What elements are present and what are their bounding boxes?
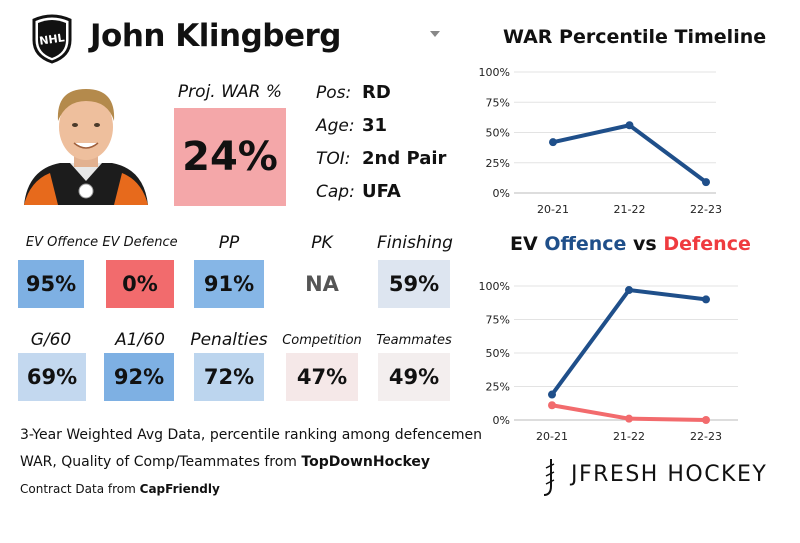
ev-chart-title-ev: EV xyxy=(510,233,538,255)
capfriendly-link: CapFriendly xyxy=(139,482,220,496)
ev-chart-y-tick-label: 75% xyxy=(486,314,510,327)
teammates-label: Teammates xyxy=(376,333,452,348)
position-value: RD xyxy=(362,82,391,103)
pp-label: PP xyxy=(218,233,240,253)
nhl-logo: NHL xyxy=(30,14,74,64)
war-chart-series-line-0 xyxy=(551,123,708,185)
war-chart-x-tick-label: 22-23 xyxy=(690,203,722,216)
age-value: 31 xyxy=(362,115,388,136)
chevron-down-icon[interactable] xyxy=(430,31,440,37)
war-chart-y-tick-label: 100% xyxy=(479,66,510,79)
proj-war-label: Proj. WAR % xyxy=(177,82,283,102)
war-chart-data-point xyxy=(549,138,557,147)
ev-chart-title-offence: Offence xyxy=(544,233,627,255)
footer-war-source: WAR, Quality of Comp/Teammates from TopD… xyxy=(20,454,430,470)
competition-label: Competition xyxy=(282,333,362,348)
ev-chart-series-line-0 xyxy=(550,288,708,397)
g60-label: G/60 xyxy=(30,330,72,350)
jfresh-hockey-brand: JFRESH HOCKEY xyxy=(571,462,768,487)
war-chart-title: WAR Percentile Timeline xyxy=(503,26,767,48)
ev-chart-y-tick-label: 0% xyxy=(493,414,510,427)
ev-chart-title-vs: vs xyxy=(633,233,657,255)
finishing-value: 59% xyxy=(378,260,450,308)
ev-offence-label: EV Offence xyxy=(25,235,99,250)
player-name: John Klingberg xyxy=(90,18,342,54)
ev-chart-data-point xyxy=(702,295,710,304)
ev-chart-title: EV Offence vs Defence xyxy=(510,233,751,255)
ev-chart-title-defence: Defence xyxy=(663,233,751,255)
proj-war-value: 24% xyxy=(174,108,286,206)
war-chart-y-tick-label: 0% xyxy=(493,187,510,200)
pk-label: PK xyxy=(311,233,333,253)
ev-chart-x-tick-label: 22-23 xyxy=(690,430,722,443)
ev-chart-data-point xyxy=(625,414,633,423)
competition-value: 47% xyxy=(286,353,358,401)
player-photo xyxy=(20,77,152,205)
ev-chart-x-tick-label: 21-22 xyxy=(613,430,645,443)
footer-data-note: 3-Year Weighted Avg Data, percentile ran… xyxy=(20,427,483,443)
war-chart-y-tick-label: 75% xyxy=(486,96,510,109)
pp-value: 91% xyxy=(194,260,264,308)
ev-offence-value: 95% xyxy=(18,260,84,308)
ev-chart-x-tick-label: 20-21 xyxy=(536,430,568,443)
cap-value: UFA xyxy=(362,181,401,202)
penalties-label: Penalties xyxy=(190,330,268,350)
ev-chart-y-tick-label: 50% xyxy=(486,347,510,360)
teammates-value: 49% xyxy=(378,353,450,401)
war-percentile-chart: 0% 25% 50% 75% 100% 20-21 21-22 22-23 xyxy=(479,66,722,216)
pk-value: NA xyxy=(286,260,358,308)
war-chart-x-tick-label: 20-21 xyxy=(537,203,569,216)
ev-defence-value: 0% xyxy=(106,260,174,308)
g60-value: 69% xyxy=(18,353,86,401)
footer-contract-source: Contract Data from CapFriendly xyxy=(20,482,220,496)
ev-chart-data-point xyxy=(548,401,556,410)
war-chart-data-point xyxy=(625,121,634,130)
ev-chart-data-point xyxy=(548,390,556,399)
ev-chart-y-tick-label: 25% xyxy=(486,381,510,394)
topdownhockey-link: TopDownHockey xyxy=(301,454,431,470)
ev-offence-defence-chart: 0% 25% 50% 75% 100% 20-21 21-22 22-23 xyxy=(479,280,738,443)
war-chart-y-tick-label: 25% xyxy=(486,157,510,170)
war-chart-data-point xyxy=(702,178,710,187)
ev-chart-data-point xyxy=(625,286,633,295)
age-label: Age: xyxy=(316,116,355,136)
a160-value: 92% xyxy=(104,353,174,401)
nhl-logo-text: NHL xyxy=(38,31,65,47)
war-chart-y-tick-label: 50% xyxy=(486,127,510,140)
toi-label: TOI: xyxy=(316,149,351,169)
finishing-label: Finishing xyxy=(377,233,453,253)
war-chart-x-tick-label: 21-22 xyxy=(614,203,646,216)
ev-chart-y-tick-label: 100% xyxy=(479,280,510,293)
penalties-value: 72% xyxy=(194,353,264,401)
jfresh-logo-icon xyxy=(541,458,557,498)
ev-chart-data-point xyxy=(702,416,710,424)
a160-label: A1/60 xyxy=(115,330,165,350)
position-label: Pos: xyxy=(316,83,352,103)
footer-contract-source-prefix: Contract Data from xyxy=(20,482,140,496)
toi-value: 2nd Pair xyxy=(362,148,447,169)
cap-label: Cap: xyxy=(316,182,355,202)
ev-defence-label: EV Defence xyxy=(102,235,178,250)
footer-war-source-prefix: WAR, Quality of Comp/Teammates from xyxy=(20,454,302,470)
